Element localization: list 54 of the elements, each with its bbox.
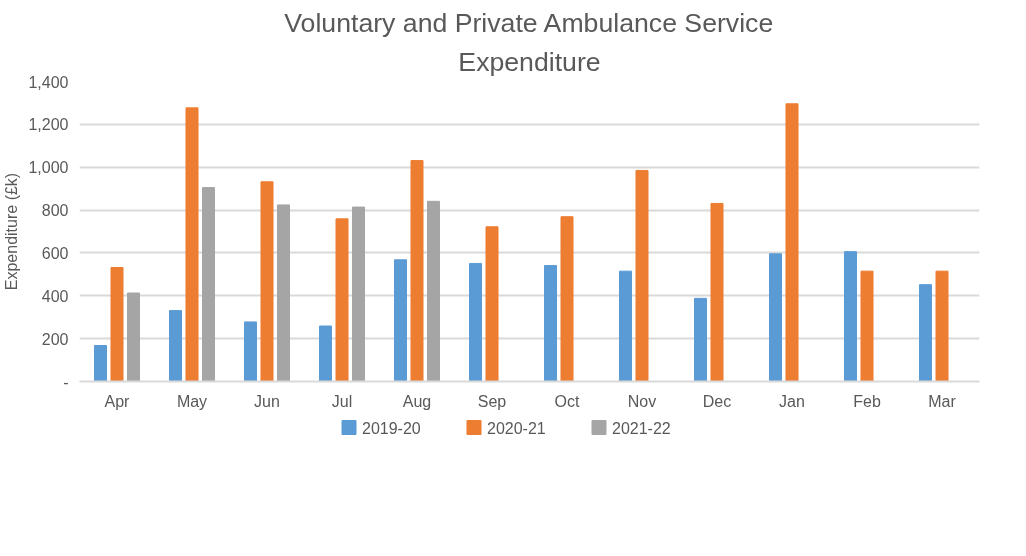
bar [169, 310, 182, 382]
x-tick-label: Dec [702, 392, 732, 410]
bar [394, 259, 407, 382]
y-axis-title: Expenditure (£k) [3, 172, 21, 291]
bar [469, 262, 482, 382]
y-tick-label: 1,200 [28, 116, 69, 134]
bar [560, 216, 574, 382]
bar [319, 325, 332, 382]
legend-label: 2020-21 [487, 419, 546, 437]
bar [202, 187, 215, 382]
y-tick-label: 200 [41, 330, 69, 348]
bar [410, 160, 424, 382]
y-tick-label: 600 [41, 244, 69, 262]
x-tick-label: Nov [627, 392, 657, 410]
y-tick-label: 400 [41, 287, 69, 305]
bar [352, 206, 365, 382]
x-tick-label: May [176, 392, 208, 410]
bar [127, 292, 140, 382]
bar [94, 345, 107, 382]
bar [544, 265, 557, 382]
bar [277, 204, 290, 382]
bar [485, 226, 499, 382]
x-tick-label: Mar [928, 392, 957, 410]
x-tick-label: Jul [331, 392, 353, 410]
x-tick-label: Sep [477, 392, 507, 410]
y-tick-label: 800 [41, 202, 69, 220]
bar [710, 202, 724, 382]
bar [860, 270, 874, 382]
bar [694, 297, 707, 382]
bar [110, 267, 124, 382]
bar [335, 218, 349, 382]
x-tick-label: Jan [779, 392, 805, 410]
bar [919, 284, 932, 382]
x-tick-label: Feb [853, 392, 881, 410]
bar [635, 169, 649, 382]
y-tick-label: 1,400 [28, 73, 69, 91]
y-tick-label: 1,000 [28, 159, 69, 177]
bar [260, 181, 274, 382]
bar [769, 253, 782, 382]
bar [619, 270, 632, 382]
bar [935, 270, 949, 382]
bar [427, 200, 440, 382]
x-tick-label: Apr [104, 392, 131, 410]
chart-title: Voluntary and Private Ambulance Service Expenditure [284, 7, 774, 77]
x-tick-label: Jun [254, 392, 280, 410]
bar [244, 321, 257, 382]
legend-label: 2021-22 [612, 419, 671, 437]
bar [785, 103, 799, 382]
x-tick-label: Oct [554, 392, 580, 410]
y-tick-label: - [63, 373, 69, 391]
bar [844, 251, 857, 382]
x-tick-label: Aug [402, 392, 432, 410]
bar [185, 107, 199, 382]
legend-label: 2019-20 [362, 419, 421, 437]
